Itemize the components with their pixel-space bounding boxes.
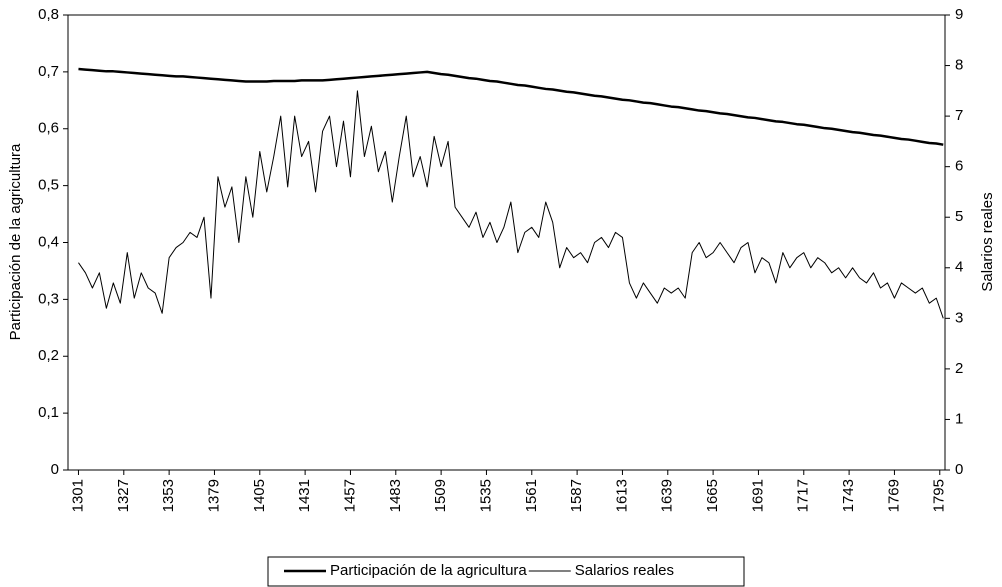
y-tick-label: 0,2 — [38, 347, 59, 364]
y2-axis-label: Salarios reales — [979, 192, 996, 291]
y-tick-label: 0,1 — [38, 404, 59, 421]
x-tick-label: 1483 — [387, 479, 404, 512]
y-tick-label: 0 — [51, 461, 59, 478]
x-tick-label: 1327 — [115, 479, 132, 512]
x-tick-label: 1457 — [341, 479, 358, 512]
x-tick-label: 1665 — [704, 479, 721, 512]
y2-tick-label: 9 — [955, 6, 963, 23]
x-tick-label: 1639 — [659, 479, 676, 512]
x-tick-label: 1561 — [523, 479, 540, 512]
y-axis-label: Participación de la agricultura — [7, 143, 24, 340]
y2-tick-label: 5 — [955, 208, 963, 225]
x-tick-label: 1769 — [885, 479, 902, 512]
legend-label: Participación de la agricultura — [330, 562, 527, 579]
y-tick-label: 0,5 — [38, 177, 59, 194]
y-tick-label: 0,8 — [38, 6, 59, 23]
y2-tick-label: 4 — [955, 259, 963, 276]
x-tick-label: 1509 — [432, 479, 449, 512]
legend-label: Salarios reales — [575, 562, 674, 579]
x-tick-label: 1431 — [296, 479, 313, 512]
legend-box — [267, 556, 745, 587]
y-tick-label: 0,6 — [38, 120, 59, 137]
y2-tick-label: 8 — [955, 57, 963, 74]
x-tick-label: 1353 — [160, 479, 177, 512]
x-tick-label: 1405 — [251, 479, 268, 512]
data-line — [78, 67, 944, 146]
y-tick-label: 0,7 — [38, 63, 59, 80]
y2-tick-label: 3 — [955, 309, 963, 326]
x-tick-label: 1301 — [69, 479, 86, 512]
y2-tick-label: 7 — [955, 107, 963, 124]
x-tick-label: 1587 — [568, 479, 585, 512]
x-tick-label: 1717 — [795, 479, 812, 512]
y2-tick-label: 2 — [955, 360, 963, 377]
y2-tick-label: 0 — [955, 461, 963, 478]
x-tick-label: 1691 — [749, 479, 766, 512]
x-tick-label: 1795 — [931, 479, 948, 512]
y-tick-label: 0,4 — [38, 233, 59, 250]
y2-tick-label: 6 — [955, 158, 963, 175]
y-tick-label: 0,3 — [38, 290, 59, 307]
x-tick-label: 1379 — [205, 479, 222, 512]
x-tick-label: 1613 — [613, 479, 630, 512]
x-tick-label: 1535 — [477, 479, 494, 512]
x-tick-label: 1743 — [840, 479, 857, 512]
y2-tick-label: 1 — [955, 410, 963, 427]
data-line — [78, 90, 944, 319]
